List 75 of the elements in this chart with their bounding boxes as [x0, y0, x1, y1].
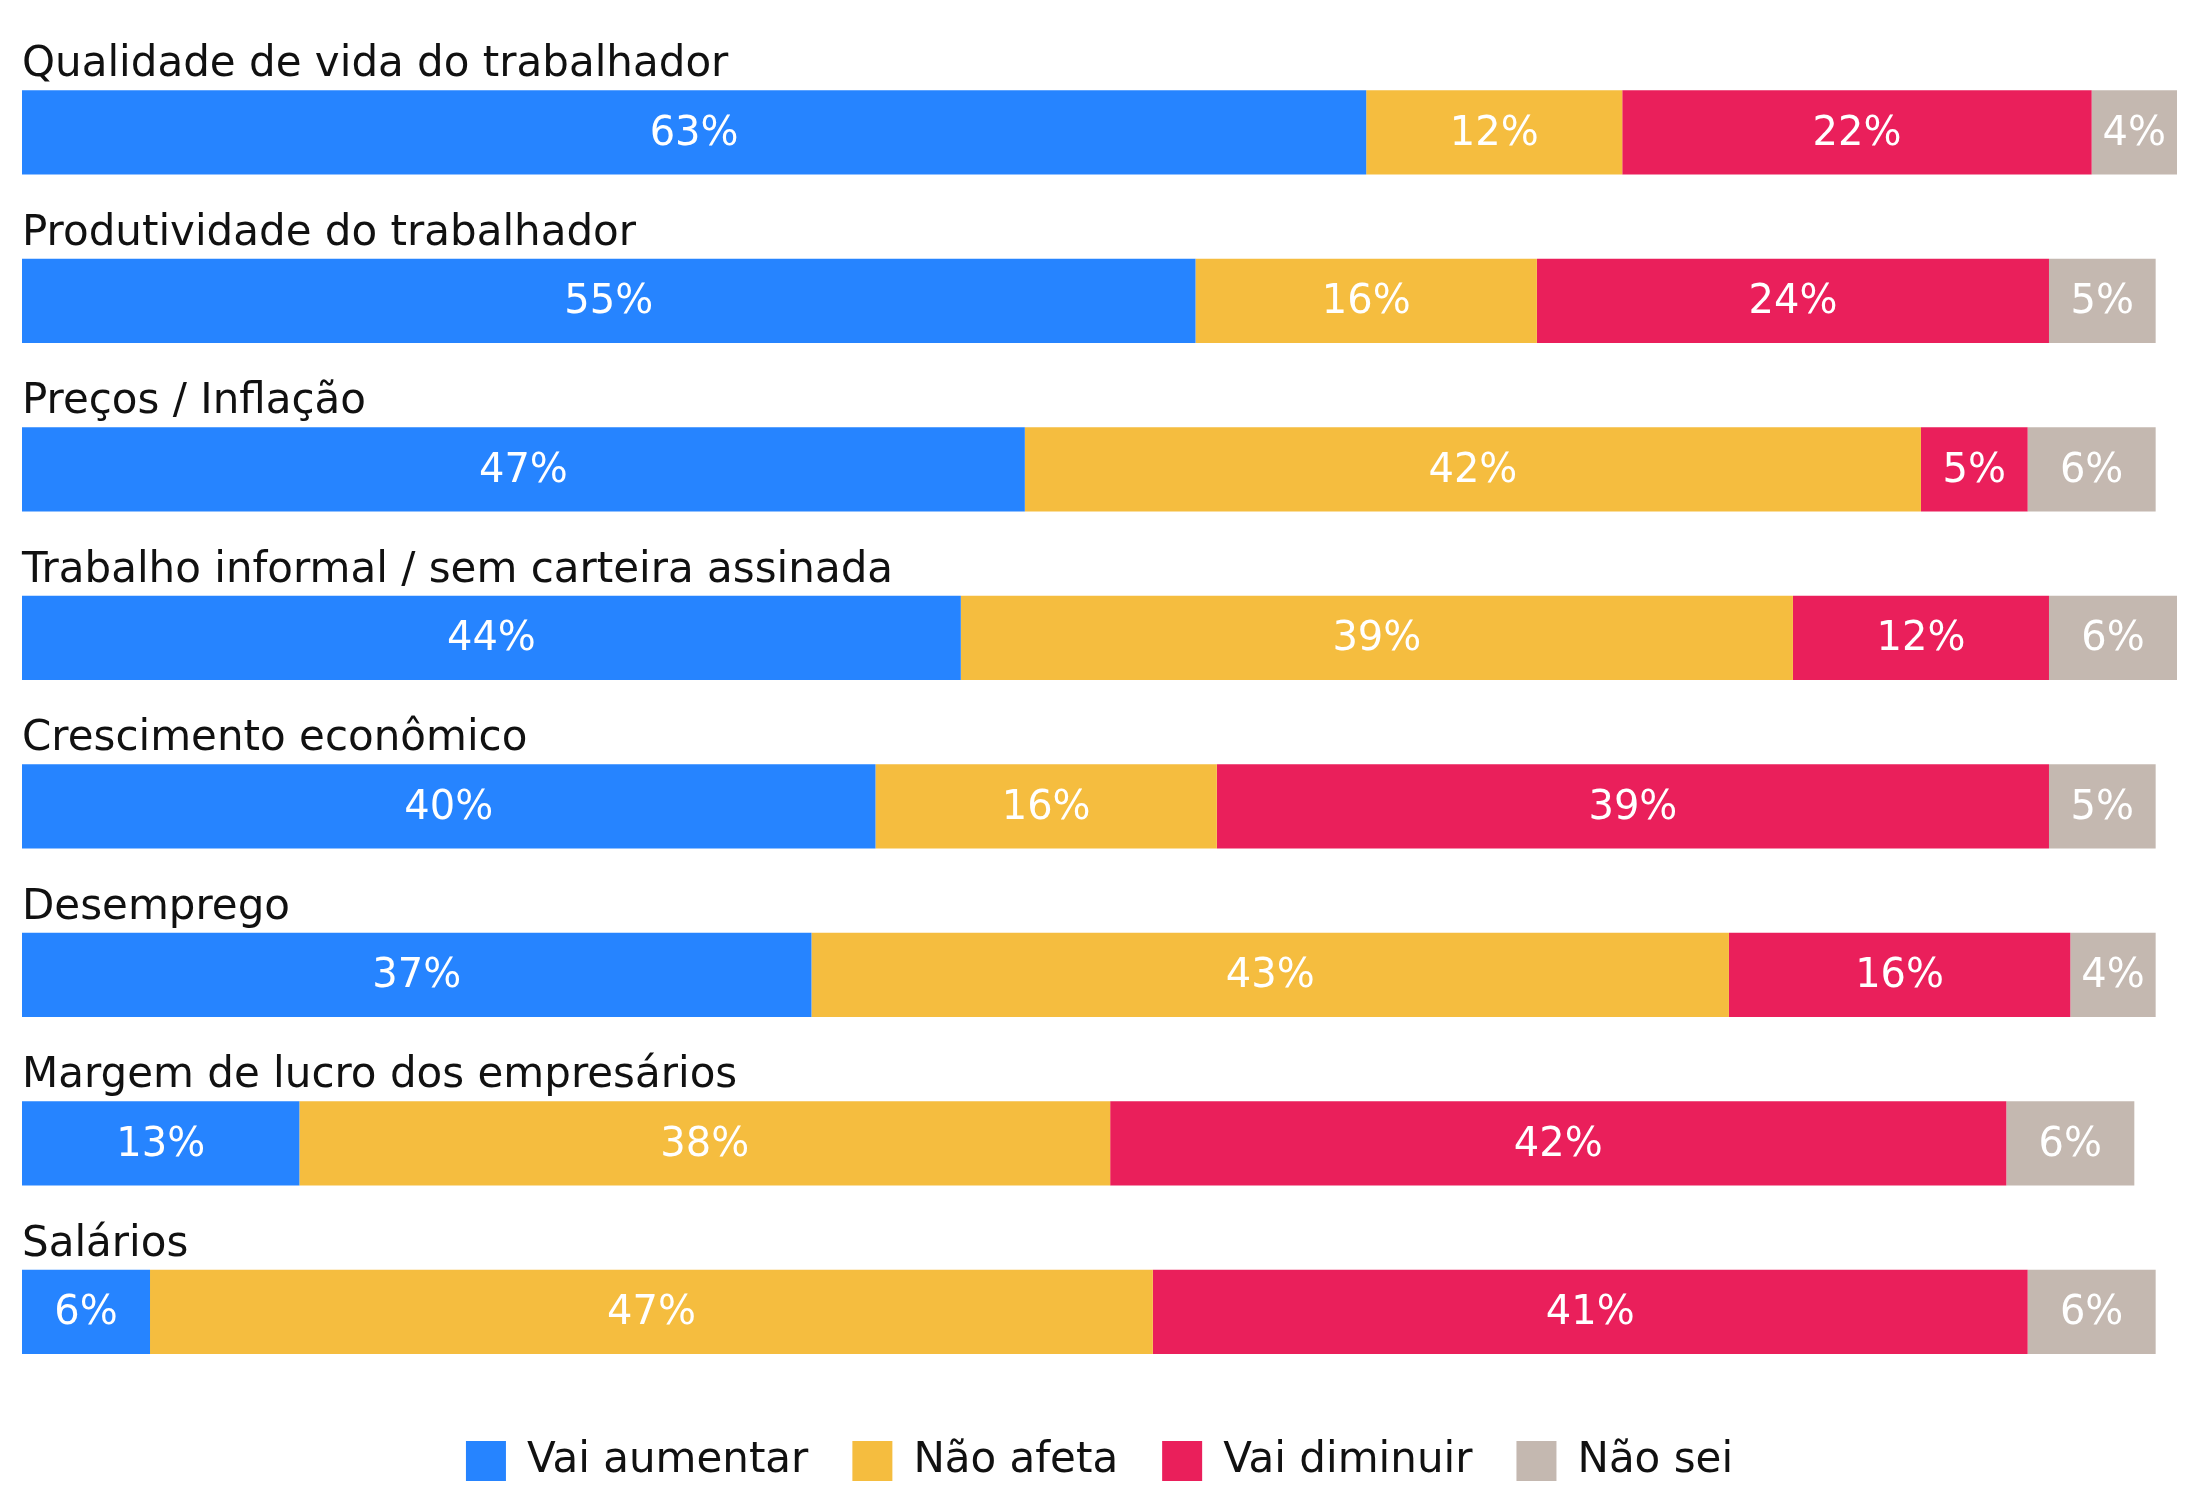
data-label: 4%	[2102, 107, 2167, 154]
data-label: 40%	[404, 781, 494, 828]
data-label: 6%	[2081, 613, 2145, 660]
bar	[22, 595, 961, 680]
bar	[1536, 258, 2049, 343]
bar	[22, 1269, 151, 1354]
y-tick-label: Preços / Inflação	[22, 374, 367, 424]
bar	[22, 258, 1196, 343]
bar	[22, 90, 1367, 175]
data-label: 42%	[1513, 1118, 1603, 1165]
bar	[2048, 258, 2156, 343]
bar	[1216, 764, 2049, 849]
data-label: 22%	[1812, 107, 1902, 154]
bar	[2006, 1101, 2135, 1186]
bar	[1366, 90, 1623, 175]
bar	[2027, 1269, 2156, 1354]
bar	[299, 1101, 1111, 1186]
data-label: 47%	[606, 1287, 696, 1334]
legend-label: Vai aumentar	[526, 1432, 810, 1482]
bar	[811, 932, 1729, 1017]
data-label: 12%	[1449, 107, 1539, 154]
bar	[22, 764, 876, 849]
data-label: 6%	[54, 1287, 118, 1334]
data-label: 12%	[1876, 613, 1966, 660]
bar	[2027, 427, 2156, 512]
data-label: 47%	[478, 444, 568, 491]
bar	[150, 1269, 1153, 1354]
data-label: 5%	[1942, 444, 2007, 491]
data-label: 4%	[2081, 950, 2145, 997]
data-label: 16%	[1001, 781, 1091, 828]
bar	[875, 764, 1217, 849]
legend-label: Não sei	[1577, 1432, 1734, 1482]
data-label: 5%	[2070, 276, 2135, 323]
data-label: 41%	[1545, 1287, 1635, 1334]
bar	[1195, 258, 1537, 343]
data-label: 24%	[1748, 276, 1838, 323]
data-label: 39%	[1588, 781, 1678, 828]
y-tick-label: Desemprego	[22, 879, 291, 929]
bar	[2048, 764, 2156, 849]
y-tick-label: Crescimento econômico	[22, 711, 528, 761]
bar	[1152, 1269, 2028, 1354]
data-label: 37%	[372, 950, 462, 997]
bar	[1792, 595, 2049, 680]
data-label: 6%	[2038, 1118, 2103, 1165]
y-tick-label: Produtividade do trabalhador	[22, 205, 637, 255]
bar	[2070, 932, 2156, 1017]
bar	[1920, 427, 2028, 512]
data-label: 39%	[1332, 613, 1422, 660]
y-tick-label: Margem de lucro dos empresários	[22, 1048, 738, 1098]
data-label: 16%	[1855, 950, 1945, 997]
legend-label: Vai diminuir	[1223, 1432, 1474, 1482]
bar	[2048, 595, 2177, 680]
data-label: 13%	[116, 1118, 206, 1165]
data-label: 63%	[649, 107, 739, 154]
data-label: 43%	[1225, 950, 1315, 997]
data-label: 6%	[2059, 444, 2124, 491]
data-label: 44%	[446, 613, 536, 660]
y-tick-label: Salários	[22, 1216, 189, 1266]
bar	[22, 1101, 300, 1186]
data-label: 38%	[660, 1118, 750, 1165]
y-tick-label: Trabalho informal / sem carteira assinada	[21, 542, 894, 592]
bar	[22, 427, 1025, 512]
data-label: 6%	[2059, 1287, 2124, 1334]
bar	[1024, 427, 1921, 512]
data-label: 55%	[564, 276, 654, 323]
bar	[960, 595, 1793, 680]
bar	[1110, 1101, 2007, 1186]
bar	[1728, 932, 2071, 1017]
bar	[22, 932, 812, 1017]
data-label: 42%	[1428, 444, 1518, 491]
y-tick-label: Qualidade de vida do trabalhador	[22, 37, 730, 87]
data-label: 5%	[2070, 781, 2135, 828]
bar	[1622, 90, 2092, 175]
legend-label: Não afeta	[913, 1432, 1119, 1482]
data-label: 16%	[1321, 276, 1411, 323]
